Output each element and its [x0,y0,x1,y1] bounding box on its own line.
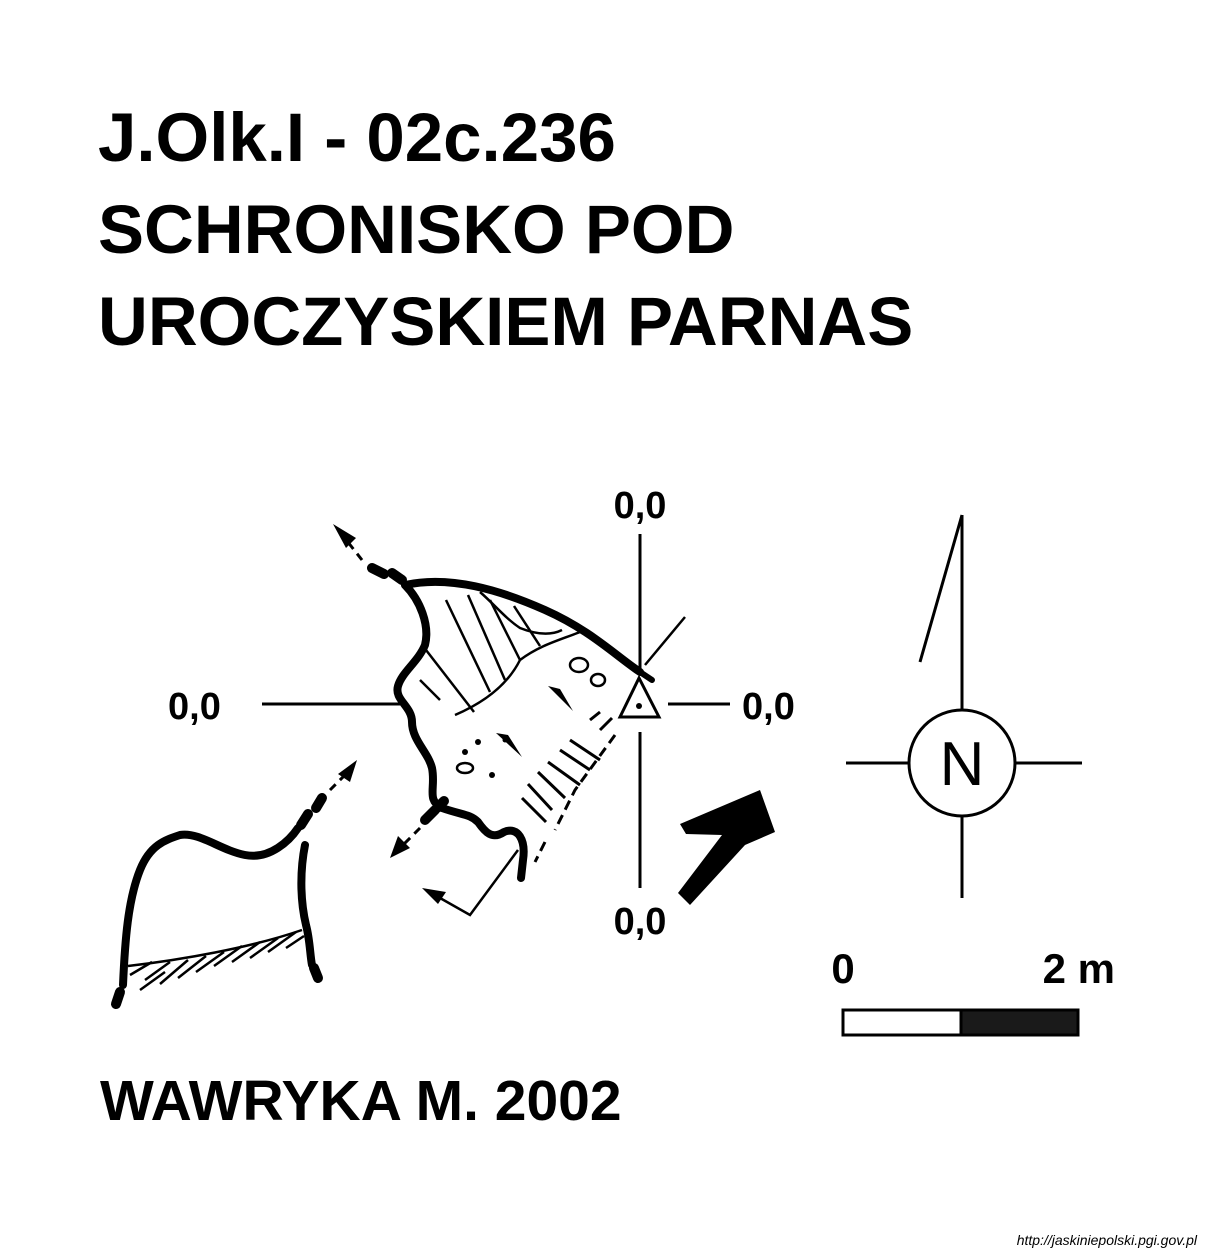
cave-code: J.Olk.I - 02c.236 [98,99,616,176]
reference-cross [262,534,730,888]
map-title: J.Olk.I - 02c.236 SCHRONISKO POD UROCZYS… [98,92,913,368]
scale-label-start: 0 [831,945,854,992]
survey-station-icon [617,674,662,719]
author-credit: WAWRYKA M. 2002 [100,1069,622,1133]
cave-inner-detail [419,591,686,775]
north-letter: N [940,730,985,799]
cave-passage-dashed-southwest [420,796,449,825]
dashed-arrow-line-northeast [328,768,352,792]
scale-bar [841,1008,1080,1037]
section-arrow-head [422,888,446,904]
secondary-cave-outline [119,824,316,989]
dashed-arrow-line-southwest [398,826,422,850]
cave-outline [393,577,655,882]
arrow-head-southwest [390,836,410,858]
reference-label-top: 0,0 [614,485,667,527]
cave-name-line-1: SCHRONISKO POD [98,191,735,268]
secondary-cave-hatching [127,928,305,992]
entrance-direction-arrow [678,790,775,905]
cave-passage-dashed-northwest [367,563,407,585]
slope-arrow-icons [496,686,573,757]
cave-name-line-2: UROCZYSKIEM PARNAS [98,283,914,360]
arrow-head-northeast [338,760,357,782]
north-arrow-icon [846,514,1082,898]
arrow-head-northwest [333,524,356,548]
reference-label-bottom: 0,0 [614,901,667,943]
secondary-cave-dashes [111,793,327,1009]
reference-label-right: 0,0 [742,686,795,728]
source-url: http://jaskiniepolski.pgi.gov.pl [1016,1232,1197,1248]
reference-label-left: 0,0 [168,686,221,728]
section-line [439,849,520,917]
scale-label-end: 2 m [1043,945,1115,992]
entrance-drip-line [520,710,617,863]
